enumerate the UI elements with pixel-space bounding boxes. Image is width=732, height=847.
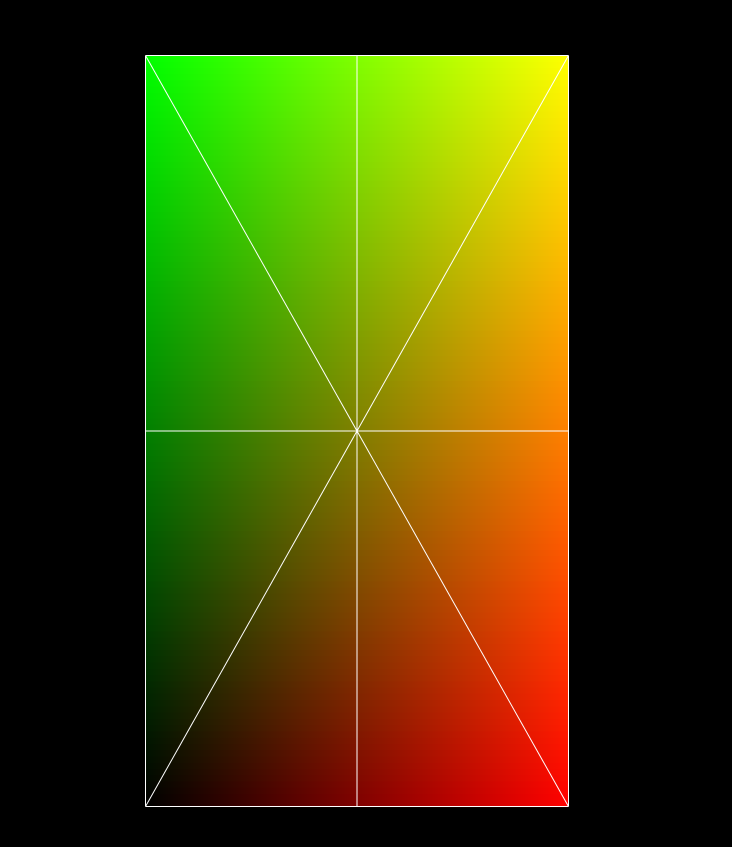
wire-diagonal-line (145, 55, 358, 432)
wire-diagonal-line (145, 430, 358, 807)
wire-diagonal-line (356, 55, 569, 432)
wireframe-overlay (145, 55, 569, 807)
wire-diagonal-line (356, 430, 569, 807)
